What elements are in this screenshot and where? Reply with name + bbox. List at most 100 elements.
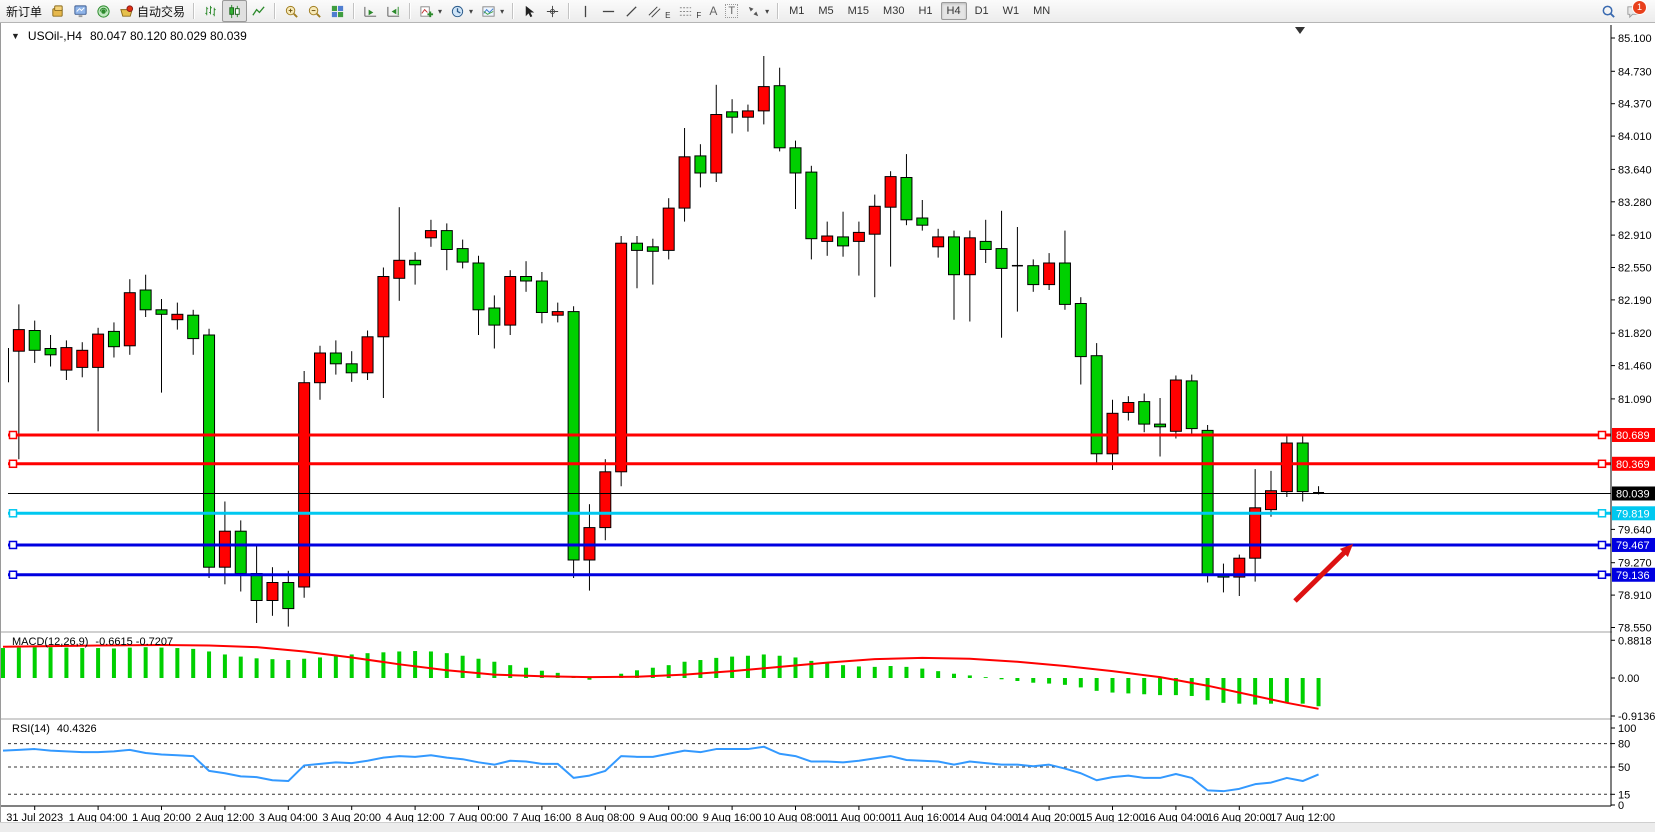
macd-bar — [16, 647, 21, 678]
svg-text:81.820: 81.820 — [1618, 328, 1652, 340]
macd-bar — [1142, 678, 1147, 695]
timeframe-m30[interactable]: M30 — [883, 5, 905, 17]
timeframe-m1[interactable]: M1 — [789, 5, 805, 17]
bar-chart-button[interactable] — [199, 1, 222, 21]
svg-text:0: 0 — [1618, 800, 1624, 812]
text-tool-button[interactable]: A — [705, 1, 721, 21]
macd-bar — [476, 658, 481, 678]
candle-body — [1280, 442, 1293, 493]
macd-bar — [952, 673, 956, 678]
crosshair-button[interactable] — [541, 1, 564, 21]
macd-bar — [1031, 678, 1036, 683]
price-axis[interactable]: 85.100 84.730 84.370 84.010 83.640 83.280 82.9… — [1611, 33, 1655, 812]
candle-body — [76, 349, 89, 368]
time-axis[interactable]: 31 Jul 2023 1 Aug 04:00 1 Aug 20:00 2 Aug 1… — [6, 806, 1335, 824]
svg-text:79.270: 79.270 — [1618, 558, 1652, 570]
new-order-button[interactable]: 新订单 — [2, 1, 46, 21]
channel-button[interactable]: E — [643, 1, 674, 21]
svg-text:17 Aug 12:00: 17 Aug 12:00 — [1270, 812, 1335, 824]
vertical-line-button[interactable] — [574, 1, 597, 21]
timeframe-m15[interactable]: M15 — [847, 5, 870, 17]
svg-text:16 Aug 20:00: 16 Aug 20:00 — [1207, 812, 1272, 824]
symbol-period-label: USOil-,H4 — [27, 29, 82, 43]
hline-price-label — [1612, 456, 1655, 471]
zoom-in-button[interactable] — [280, 1, 303, 21]
hline-end-marker — [8, 509, 18, 518]
chart-shift-button[interactable] — [382, 1, 405, 21]
svg-text:0.00: 0.00 — [1618, 673, 1639, 685]
indicators-button[interactable]: ▾ — [415, 1, 446, 21]
candle-body — [1265, 490, 1277, 511]
candle-body — [551, 311, 564, 316]
candle-body — [107, 330, 120, 348]
macd-bar — [888, 666, 893, 678]
line-chart-button[interactable] — [247, 1, 270, 21]
templates-button[interactable]: ▾ — [477, 1, 508, 21]
svg-text:0.8818: 0.8818 — [1618, 635, 1652, 647]
ohlc-values: 80.047 80.120 80.029 80.039 — [89, 29, 247, 43]
cursor-button[interactable] — [518, 1, 541, 21]
one-click-trading-toggle[interactable]: ▼ — [11, 31, 20, 41]
candle-body — [298, 382, 311, 588]
hline-end-marker — [8, 430, 18, 440]
search-icon[interactable] — [1601, 4, 1616, 19]
profiles-button[interactable] — [69, 1, 92, 21]
macd-bar — [318, 657, 322, 678]
auto-trading-button[interactable]: 自动交易 — [115, 1, 189, 21]
trendline-button[interactable] — [620, 1, 643, 21]
hline-price-label — [1612, 427, 1655, 442]
timeframe-group: M1 M5 M15 M30 H1 H4 D1 W1 MN — [783, 2, 1056, 20]
chart-shift-icon — [386, 4, 401, 19]
new-chart-button[interactable] — [46, 1, 69, 21]
macd-bar — [587, 678, 592, 680]
svg-text:84.730: 84.730 — [1618, 66, 1652, 78]
macd-bar — [1237, 678, 1242, 704]
macd-bar — [1094, 678, 1099, 691]
periods-button[interactable]: ▾ — [446, 1, 477, 21]
separator — [193, 3, 196, 19]
candle-body — [535, 280, 548, 313]
candlestick-chart-button[interactable] — [222, 0, 248, 22]
toolbar: 新订单 自动交易 — [0, 0, 1655, 23]
candle-body — [1185, 380, 1198, 430]
text-label-button[interactable]: T — [721, 1, 742, 21]
macd-name: MACD(12,26,9) — [12, 636, 89, 648]
svg-text:84.010: 84.010 — [1618, 131, 1652, 143]
candle-body — [1249, 507, 1262, 559]
timeframe-w1[interactable]: W1 — [1002, 5, 1020, 17]
candle-body — [504, 276, 517, 326]
svg-text:81.090: 81.090 — [1618, 394, 1652, 406]
macd-bar — [159, 647, 164, 678]
timeframe-h4[interactable]: H4 — [940, 2, 967, 20]
fibonacci-button[interactable]: F — [674, 1, 705, 21]
candle-body — [757, 86, 770, 112]
notifications-button[interactable]: 1 — [1626, 0, 1647, 19]
tile-windows-button[interactable] — [326, 1, 349, 21]
candle-body — [1154, 423, 1167, 428]
window-footer — [0, 822, 1655, 832]
chart-window[interactable]: ▼ USOil-,H4 80.047 80.120 80.029 80.039 … — [0, 23, 1655, 832]
candle-body — [726, 111, 739, 118]
timeframe-mn[interactable]: MN — [1033, 5, 1051, 17]
macd-bar — [1015, 678, 1020, 681]
svg-text:7 Aug 16:00: 7 Aug 16:00 — [513, 812, 572, 824]
timeframe-h1[interactable]: H1 — [918, 5, 933, 17]
data-feed-button[interactable] — [92, 1, 115, 21]
timeframe-d1[interactable]: D1 — [974, 5, 989, 17]
timeframe-m5[interactable]: M5 — [818, 5, 834, 17]
macd-bar — [1158, 678, 1163, 696]
macd-bar — [698, 660, 703, 678]
candle-body — [1169, 379, 1182, 432]
chart-canvas[interactable]: 85.100 84.730 84.370 84.010 83.640 83.280 82.9… — [1, 23, 1655, 832]
svg-text:100: 100 — [1618, 723, 1636, 735]
macd-bar — [1300, 678, 1305, 704]
svg-text:80: 80 — [1618, 739, 1630, 751]
arrows-button[interactable]: ▾ — [742, 1, 773, 21]
macd-bar — [524, 667, 529, 678]
candle-body — [440, 230, 453, 251]
auto-scroll-button[interactable] — [359, 1, 382, 21]
macd-label: MACD(12,26,9) -0.6615 -0.7207 — [12, 636, 173, 648]
zoom-out-button[interactable] — [303, 1, 326, 21]
horizontal-line-button[interactable] — [597, 1, 620, 21]
candle-body — [1122, 402, 1135, 413]
